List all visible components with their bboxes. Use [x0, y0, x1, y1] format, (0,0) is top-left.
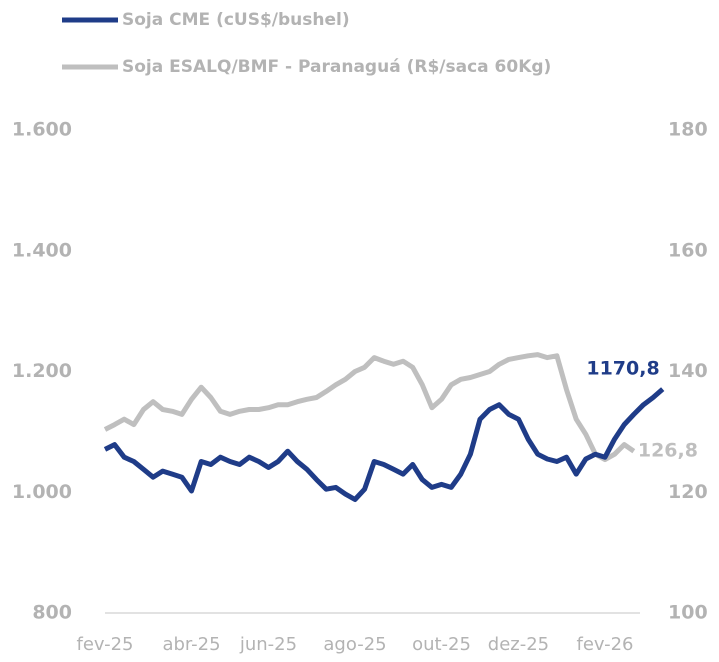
x-tick-label: ago-25: [323, 634, 386, 655]
series-line: [103, 352, 636, 463]
x-tick-label: out-25: [412, 634, 471, 655]
legend-label: Soja CME (cUS$/bushel): [122, 10, 350, 30]
x-tick-label: jun-25: [239, 634, 297, 655]
y-tick-label: 1.600: [12, 119, 72, 141]
data-label: 126,8: [638, 440, 698, 462]
x-tick-label: abr-25: [162, 634, 220, 655]
x-tick-label: dez-25: [488, 634, 549, 655]
y2-tick-label: 180: [668, 119, 708, 141]
y-tick-label: 1.400: [12, 239, 72, 261]
y-tick-label: 800: [32, 602, 72, 624]
y2-tick-label: 120: [668, 481, 708, 503]
y2-tick-label: 100: [668, 602, 708, 624]
y2-tick-label: 140: [668, 360, 708, 382]
y-tick-label: 1.000: [12, 481, 72, 503]
legend-label: Soja ESALQ/BMF - Paranaguá (R$/saca 60Kg…: [122, 57, 551, 77]
x-tick-label: fev-25: [77, 634, 134, 655]
y-tick-label: 1.200: [12, 360, 72, 382]
data-label: 1170,8: [586, 358, 659, 380]
x-tick-label: fev-26: [577, 634, 634, 655]
series-line: [103, 387, 665, 502]
y2-tick-label: 160: [668, 239, 708, 261]
